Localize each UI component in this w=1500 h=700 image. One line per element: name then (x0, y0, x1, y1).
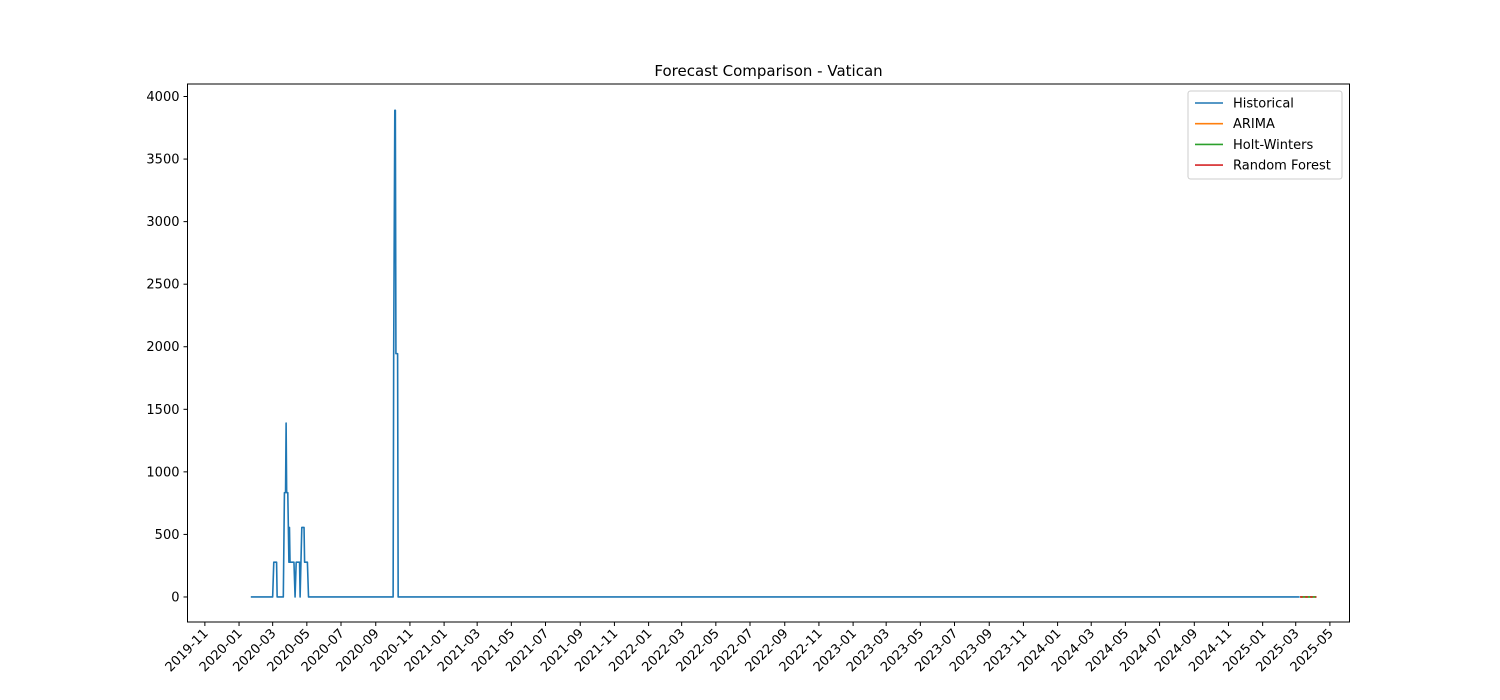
legend-label: Historical (1233, 97, 1294, 112)
y-tick-label: 3500 (146, 153, 179, 168)
legend-frame (1187, 90, 1343, 180)
series-line-historical (250, 109, 1300, 598)
legend-label: ARIMA (1233, 117, 1275, 132)
y-tick-label: 2000 (146, 340, 179, 355)
y-tick-label: 0 (171, 590, 179, 605)
y-axis: 0 500 1000 1500 2000 2500 3000 3500 4000 (146, 90, 188, 605)
y-tick-label: 3000 (146, 215, 179, 230)
legend-label: Holt-Winters (1233, 138, 1313, 153)
legend-label: Random Forest (1233, 159, 1331, 174)
legend: Historical ARIMA Holt-Winters Random Forest (1187, 90, 1343, 180)
series-layer (250, 109, 1317, 598)
y-tick-label: 4000 (146, 90, 179, 105)
y-tick-label: 1500 (146, 403, 179, 418)
y-tick-label: 2500 (146, 278, 179, 293)
chart-title: Forecast Comparison - Vatican (654, 62, 882, 80)
y-tick-label: 1000 (146, 465, 179, 480)
y-tick-label: 500 (155, 528, 180, 543)
plot-frame (187, 83, 1350, 623)
